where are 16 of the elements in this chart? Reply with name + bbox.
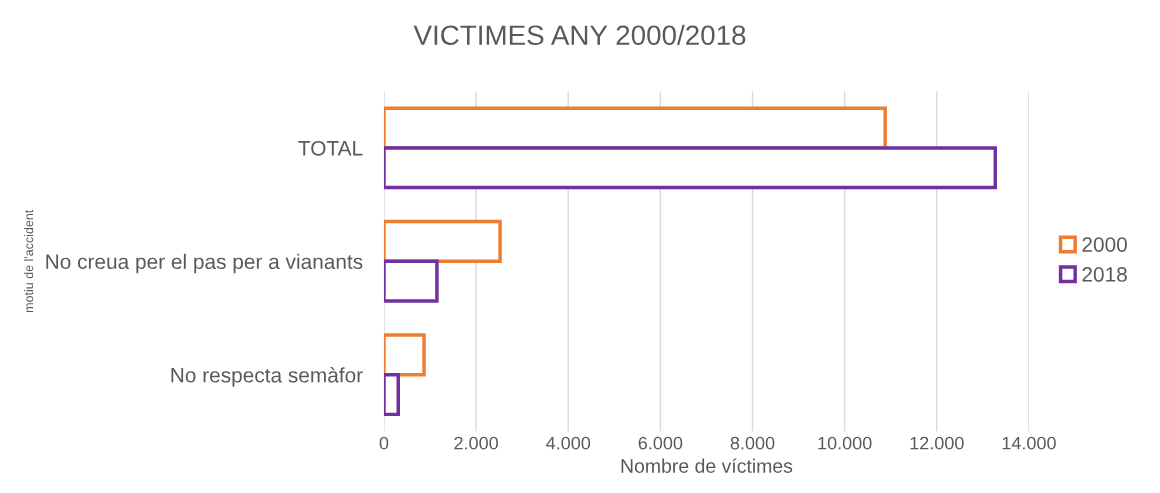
x-tick-label: 4.000 bbox=[546, 436, 591, 450]
x-tick-label: 6.000 bbox=[638, 436, 683, 450]
x-tick-label: 2.000 bbox=[454, 436, 498, 450]
y-axis-title: motiu de l'accident bbox=[24, 209, 34, 313]
y-tick-label: No respecta semàfor bbox=[171, 367, 363, 387]
legend-label: 2000 bbox=[1082, 237, 1127, 252]
x-tick-label: 12.000 bbox=[910, 436, 964, 450]
x-tick-label: 10.000 bbox=[818, 436, 872, 450]
y-tick-label: No creua per el pas per a vianants bbox=[46, 253, 363, 274]
legend-label: 2018 bbox=[1082, 267, 1127, 282]
x-tick-label: 0 bbox=[379, 436, 389, 450]
x-tick-label: 14.000 bbox=[1002, 436, 1056, 450]
x-tick-label: 8.000 bbox=[730, 436, 775, 450]
x-axis-title: Nombre de víctimes bbox=[621, 458, 793, 473]
y-tick-label: TOTAL bbox=[298, 140, 363, 156]
chart-title: VICTIMES ANY 2000/2018 bbox=[413, 24, 746, 46]
